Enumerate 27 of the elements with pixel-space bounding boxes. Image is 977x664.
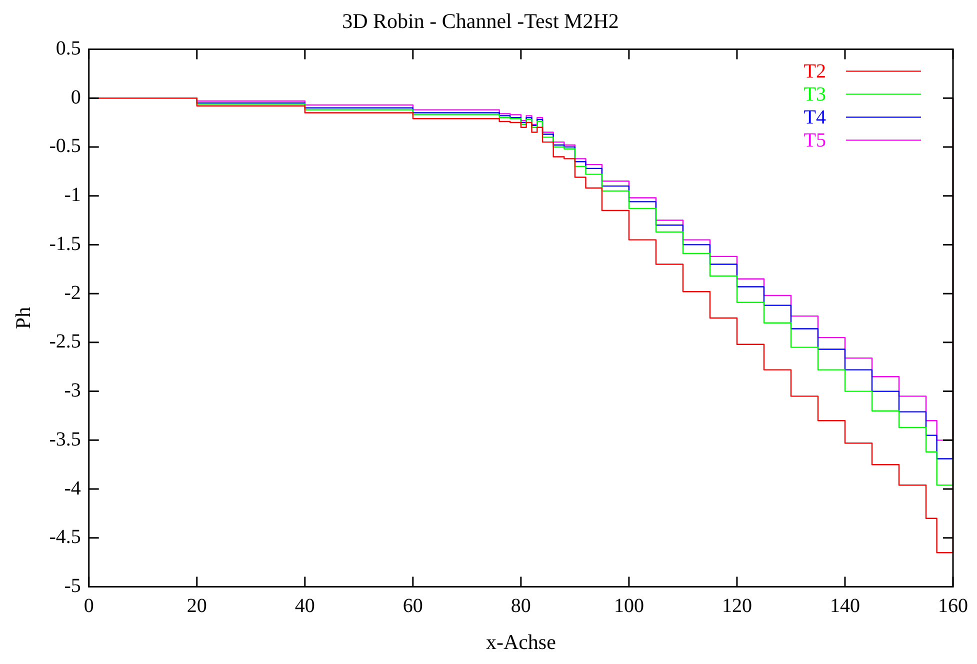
legend-label: T5 bbox=[804, 129, 826, 152]
y-tick-label: -4 bbox=[64, 477, 81, 500]
chart-title: 3D Robin - Channel -Test M2H2 bbox=[342, 9, 619, 34]
y-tick-label: -3 bbox=[64, 380, 81, 402]
y-tick-label: -0.5 bbox=[49, 135, 81, 158]
x-tick-label: 40 bbox=[294, 595, 315, 618]
y-tick-label: -1.5 bbox=[49, 232, 81, 255]
x-tick-label: 80 bbox=[510, 595, 531, 618]
y-tick-label: 0 bbox=[70, 86, 81, 108]
legend-label: T3 bbox=[804, 83, 826, 106]
x-tick-label: 20 bbox=[186, 595, 207, 618]
y-axis-title: Ph bbox=[11, 306, 36, 330]
x-tick-label: 120 bbox=[722, 595, 752, 618]
y-tick-label: 0.5 bbox=[56, 37, 81, 60]
legend-label: T2 bbox=[804, 60, 826, 82]
y-tick-label: -3.5 bbox=[49, 428, 81, 450]
x-axis-title: x-Achse bbox=[486, 630, 556, 654]
x-tick-label: 60 bbox=[402, 595, 423, 618]
x-tick-label: 160 bbox=[938, 595, 968, 618]
y-tick-label: -1 bbox=[64, 184, 81, 206]
y-tick-label: -2 bbox=[64, 282, 81, 304]
x-tick-label: 140 bbox=[830, 595, 860, 618]
legend-label: T4 bbox=[804, 106, 826, 128]
x-tick-label: 100 bbox=[614, 595, 644, 618]
y-tick-label: -4.5 bbox=[49, 526, 81, 548]
y-tick-label: -2.5 bbox=[49, 330, 81, 353]
y-tick-label: -5 bbox=[64, 575, 81, 598]
